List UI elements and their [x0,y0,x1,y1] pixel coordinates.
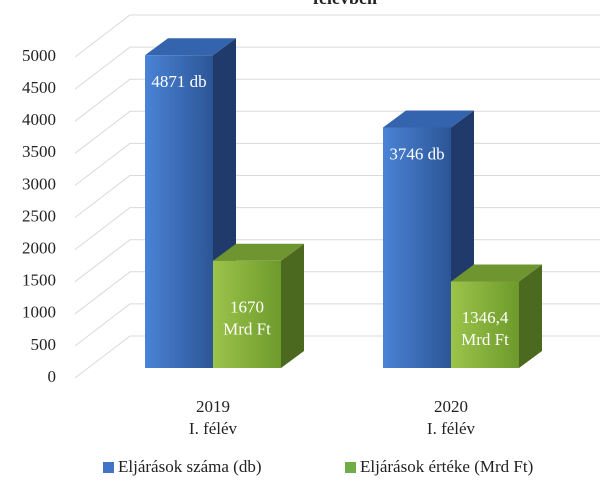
data-label: 1346,4 Mrd Ft [461,308,509,349]
bar-face [213,243,304,261]
y-tick-label: 3000 [22,174,56,193]
legend-swatch [345,462,356,473]
grid-line [74,46,600,90]
bar-face [213,260,281,368]
bar-face [281,243,304,368]
bar-face [519,264,542,368]
x-tick-label: 2020 I. félév [427,397,476,438]
y-tick-label: 500 [31,335,57,354]
y-tick-label: 3500 [22,142,56,161]
data-label: 1670 Mrd Ft [223,297,271,338]
y-tick-label: 2000 [22,239,56,258]
y-tick-label: 1000 [22,303,56,322]
y-tick-label: 0 [48,367,57,386]
y-tick-label: 4000 [22,110,56,129]
grid-line [74,14,600,58]
bar-face [451,264,542,282]
data-label: 3746 db [389,144,444,163]
grid-line [74,78,600,122]
bar-face [383,127,451,368]
bar-face [451,281,519,368]
x-tick-label: 2019 I. félév [189,397,238,438]
legend-swatch [103,462,114,473]
bar-face [145,55,213,368]
data-label: 4871 db [151,72,206,91]
y-tick-label: 2500 [22,206,56,225]
legend-label: Eljárások értéke (Mrd Ft) [360,457,533,476]
y-tick-label: 5000 [22,46,56,65]
y-tick-label: 4500 [22,78,56,97]
legend-label: Eljárások száma (db) [118,457,262,476]
bar [213,243,304,368]
bar-face [383,110,474,128]
bar [451,264,542,368]
chart-title: félévben [313,0,377,8]
bar-face [145,38,236,56]
y-tick-label: 1500 [22,271,56,290]
